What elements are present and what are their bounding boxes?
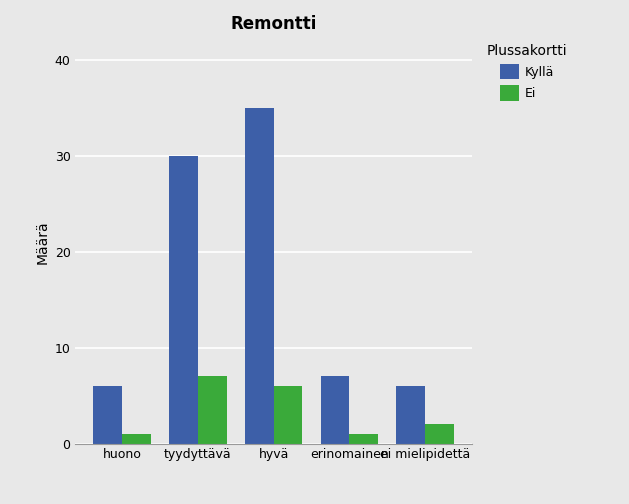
Bar [122, 434, 151, 444]
Legend: Kyllä, Ei: Kyllä, Ei [482, 38, 572, 105]
Bar [425, 424, 454, 444]
Bar [198, 376, 226, 444]
Bar [321, 376, 349, 444]
Bar [396, 386, 425, 444]
Bar [274, 386, 303, 444]
Bar [349, 434, 378, 444]
Y-axis label: Määrä: Määrä [35, 220, 49, 264]
Bar [94, 386, 122, 444]
Bar [245, 107, 274, 444]
Title: Remontti: Remontti [230, 15, 317, 33]
Bar [169, 156, 198, 444]
